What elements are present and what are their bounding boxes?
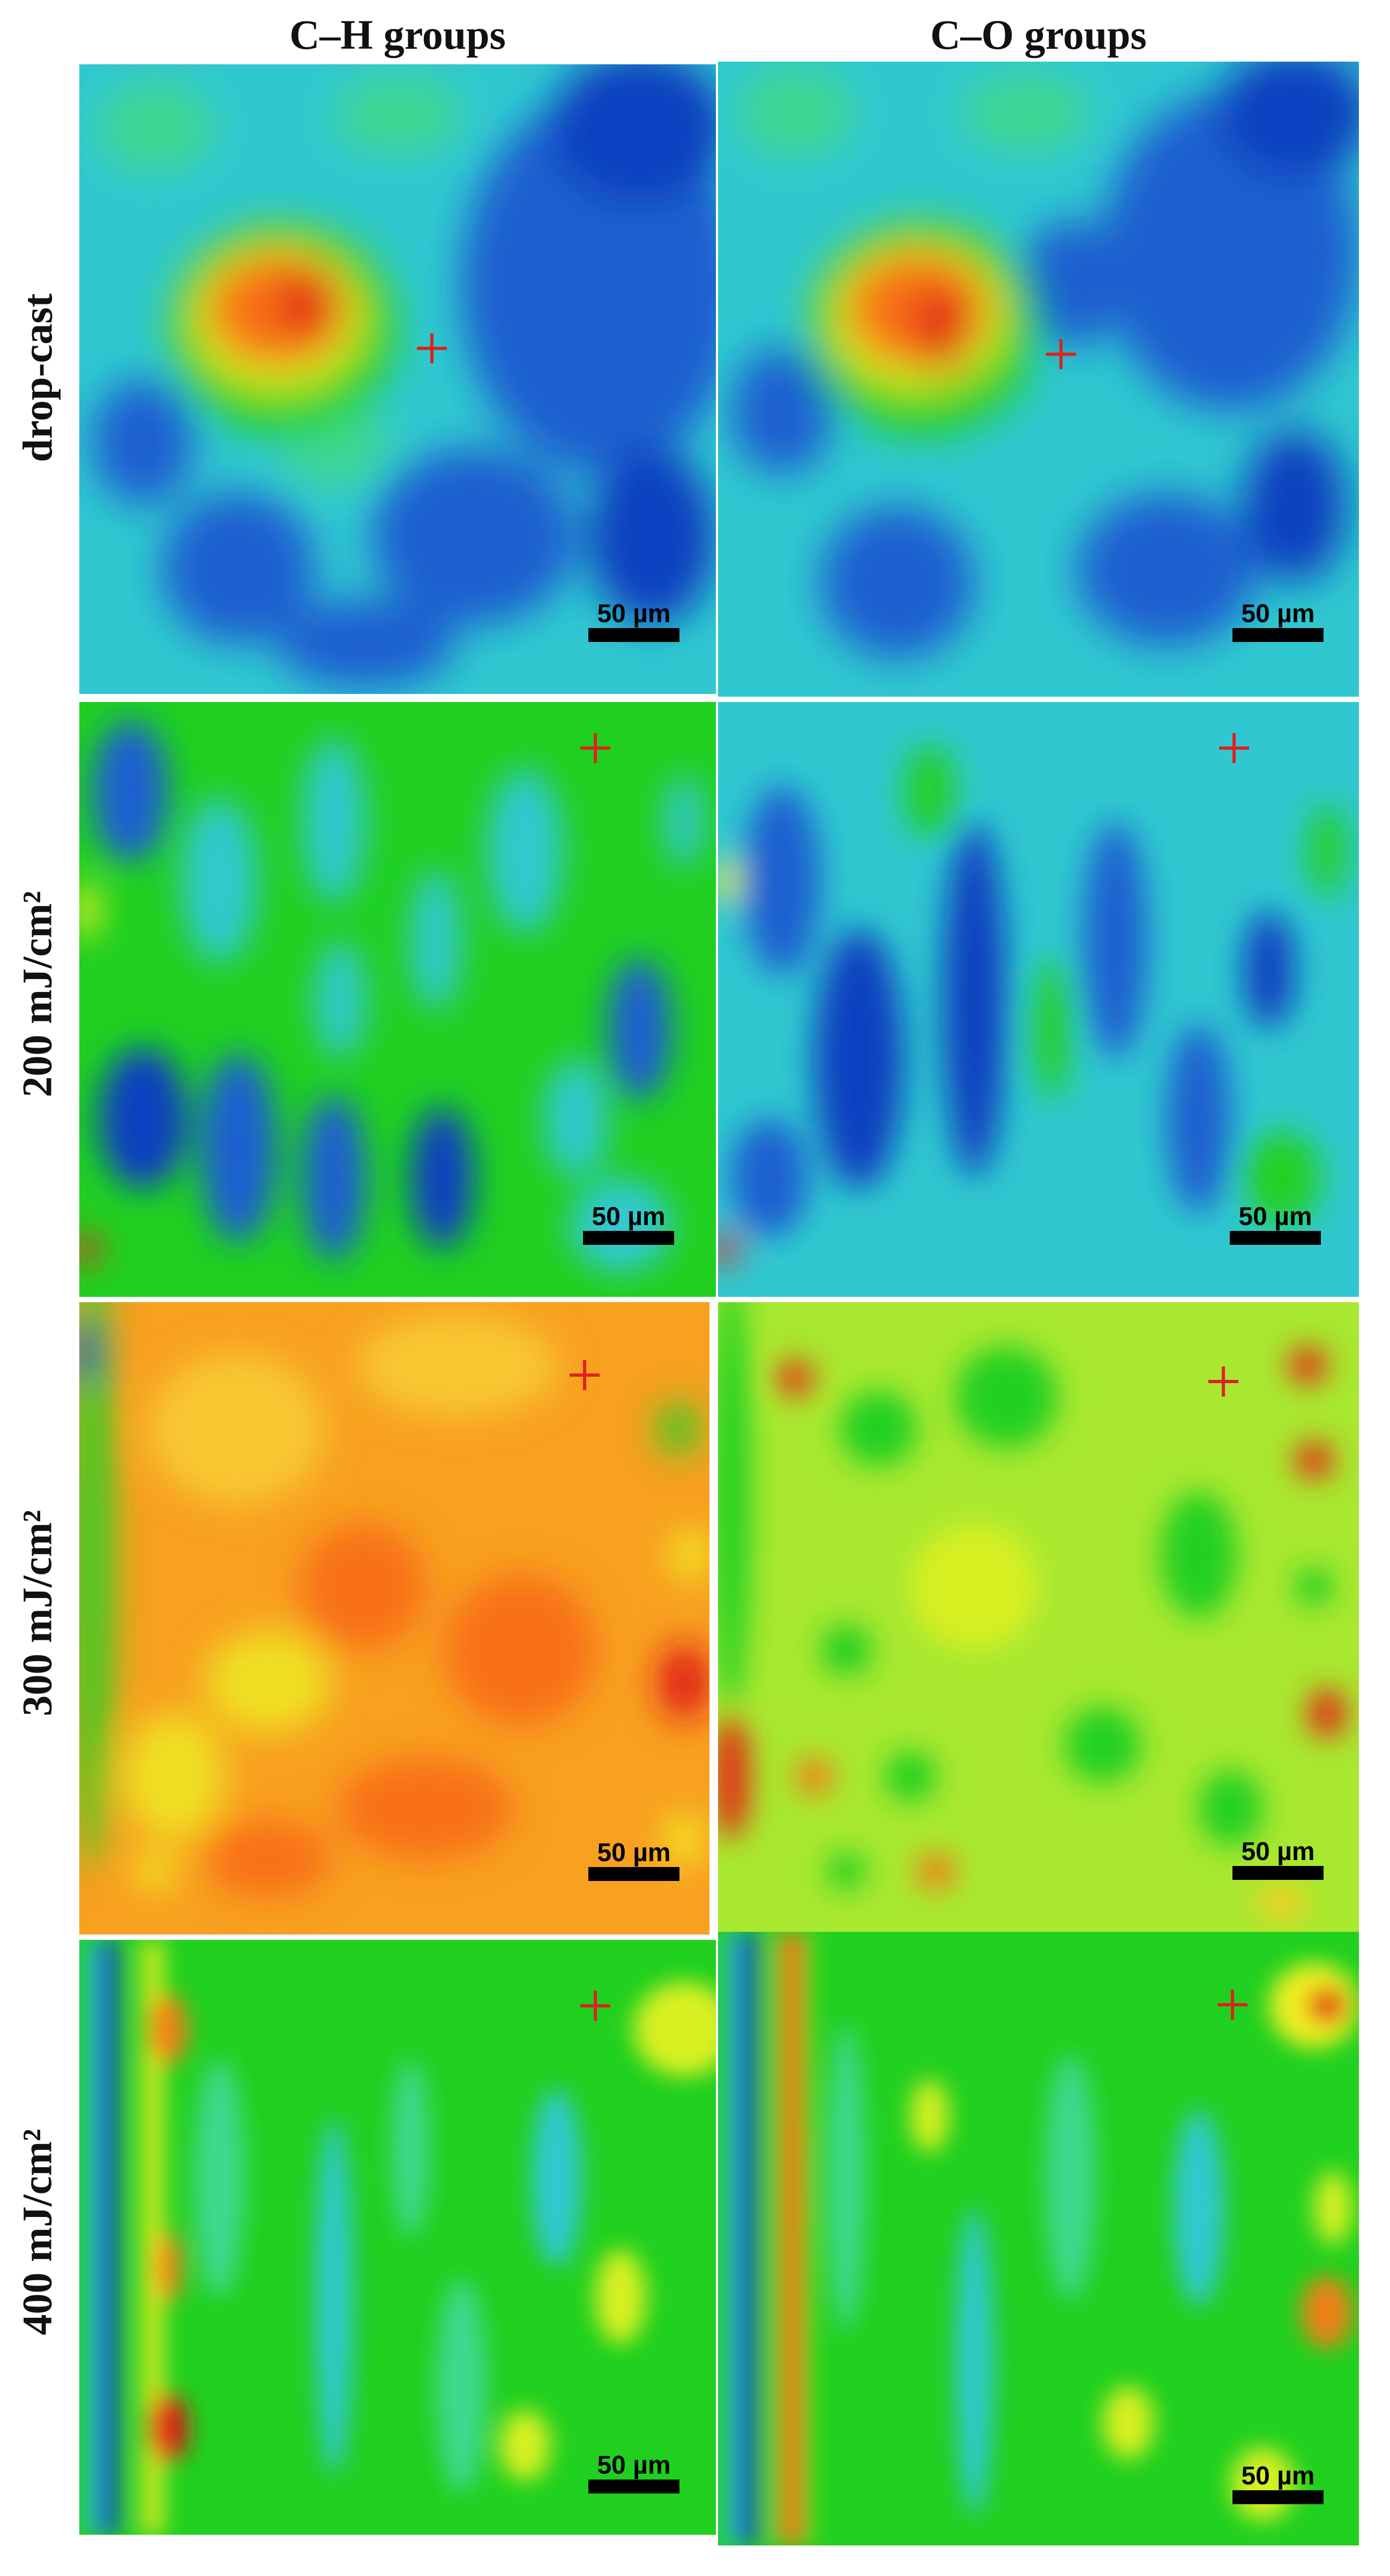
map-400-ch: 50 µm: [79, 1940, 716, 2535]
column-title-ch: C–H groups: [289, 11, 506, 58]
scale-bar: 50 µm: [583, 1203, 674, 1245]
red-cross-icon: [1219, 733, 1249, 763]
scale-bar-label: 50 µm: [1238, 1203, 1312, 1231]
red-cross-icon: [1217, 1990, 1247, 2020]
row-label-drop-cast: drop-cast: [14, 293, 61, 462]
row-label-300: 300 mJ/cm²: [14, 1510, 61, 1716]
map-400-co: 50 µm: [718, 1932, 1359, 2545]
scale-bar-line: [588, 1867, 679, 1881]
scale-bar: 50 µm: [1232, 2462, 1324, 2504]
row-label-400: 400 mJ/cm²: [14, 2129, 61, 2335]
scale-bar-line: [588, 628, 679, 642]
red-cross-icon: [580, 1991, 610, 2021]
scale-bar-line: [1230, 1231, 1321, 1245]
scale-bar-label: 50 µm: [597, 600, 671, 628]
scale-bar-line: [588, 2480, 679, 2493]
red-cross-icon: [580, 733, 610, 763]
scale-bar: 50 µm: [588, 2452, 679, 2493]
scale-bar: 50 µm: [1232, 1838, 1324, 1880]
map-200-co: 50 µm: [718, 702, 1359, 1297]
scale-bar-line: [583, 1231, 674, 1245]
map-300-ch: 50 µm: [79, 1302, 709, 1935]
red-cross-icon: [570, 1360, 600, 1390]
map-200-ch: 50 µm: [79, 702, 716, 1297]
scale-bar-label: 50 µm: [1241, 1838, 1315, 1866]
scale-bar: 50 µm: [588, 1839, 679, 1881]
map-dropcast-ch: 50 µm: [79, 64, 716, 694]
red-cross-icon: [1046, 339, 1076, 369]
row-label-200: 200 mJ/cm²: [14, 891, 61, 1097]
red-cross-icon: [417, 333, 447, 363]
scale-bar-line: [1232, 1866, 1324, 1880]
scale-bar-line: [1232, 2490, 1324, 2504]
scale-bar-label: 50 µm: [592, 1203, 666, 1231]
scale-bar-label: 50 µm: [597, 1839, 671, 1867]
scale-bar-line: [1232, 628, 1324, 642]
red-cross-icon: [1208, 1367, 1238, 1397]
map-dropcast-co: 50 µm: [718, 62, 1359, 697]
column-title-co: C–O groups: [930, 11, 1147, 58]
scale-bar-label: 50 µm: [597, 2451, 671, 2480]
map-300-co: 50 µm: [718, 1302, 1359, 1935]
scale-bar-label: 50 µm: [1241, 2462, 1315, 2490]
scale-bar: 50 µm: [1232, 600, 1324, 642]
scale-bar: 50 µm: [588, 600, 679, 642]
scale-bar-label: 50 µm: [1241, 600, 1315, 628]
scale-bar: 50 µm: [1230, 1203, 1321, 1245]
